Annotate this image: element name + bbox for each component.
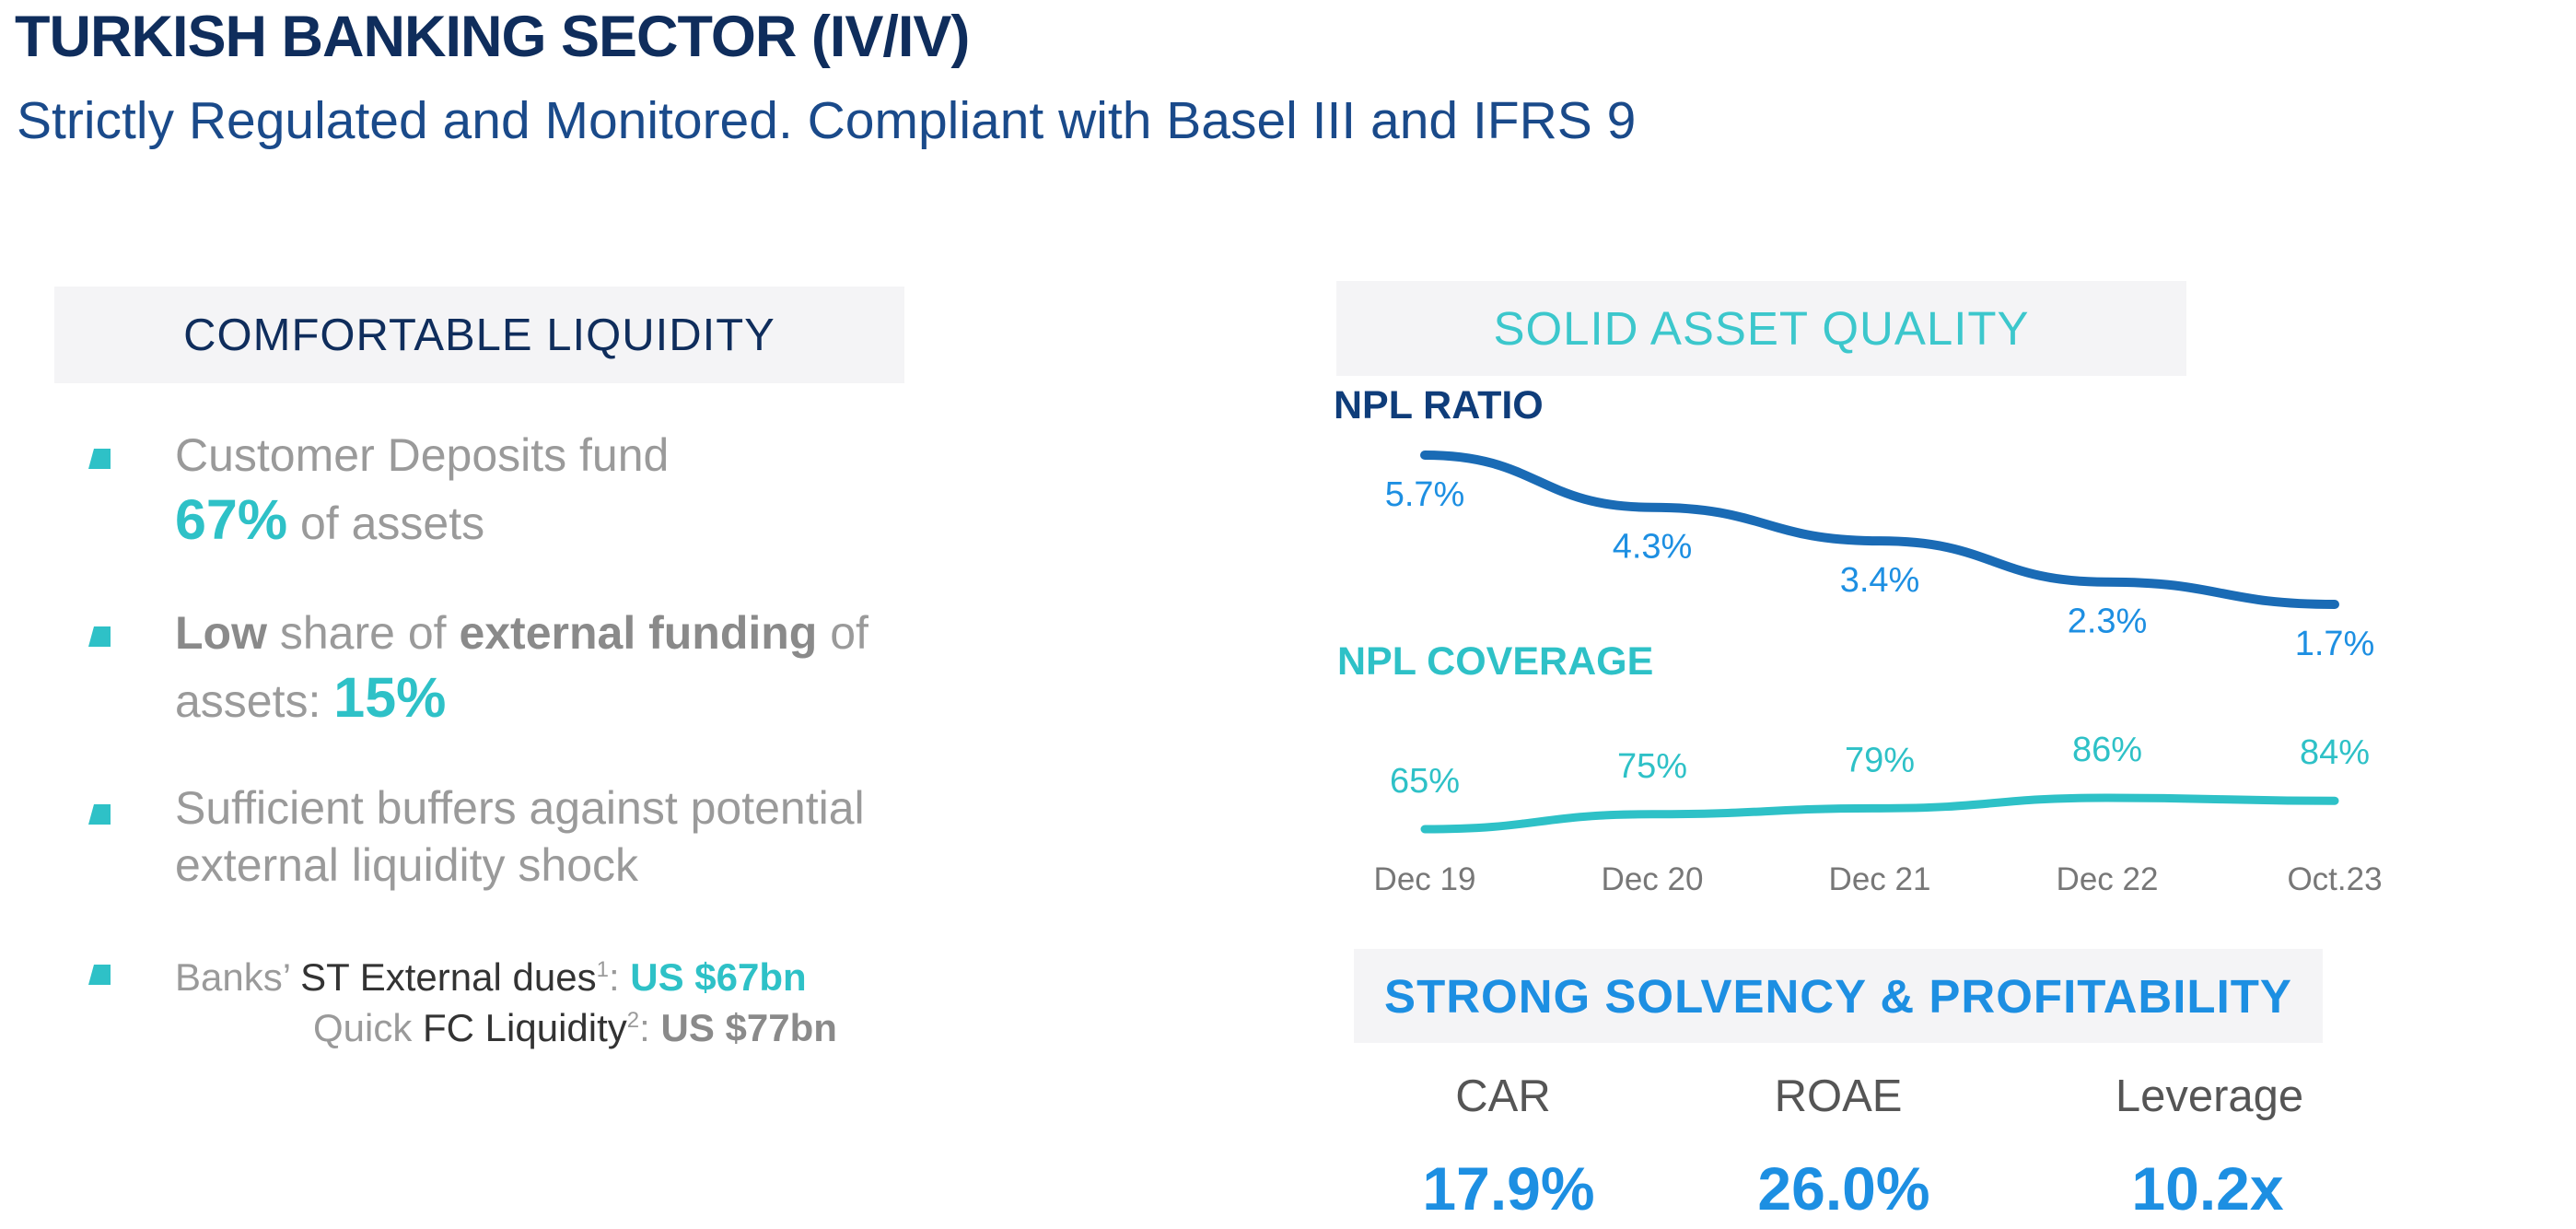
bullet-icon [88,626,111,647]
data-label: 1.7% [2295,625,2375,663]
st-external-dues-value: US $67bn [630,955,807,999]
footnote-1: 1 [596,957,609,982]
npl-coverage-series-label: NPL COVERAGE [1337,639,1654,684]
bullet-icon [88,965,111,985]
bullet-icon [88,804,111,825]
bullet-buffers-line1: Sufficient buffers against potential [175,782,865,834]
liquidity-heading: COMFORTABLE LIQUIDITY [183,310,775,360]
data-label: 5.7% [1385,475,1465,514]
data-label: 3.4% [1840,561,1920,600]
data-label: 86% [2072,731,2142,769]
share-of-text: share of [266,607,460,659]
x-tick-label: Oct.23 [2287,861,2382,897]
series-line-npl-coverage [1420,793,2339,834]
data-label: 84% [2300,733,2370,772]
bullet-buffers-line2: external liquidity shock [175,839,639,891]
deposits-share-value: 67% [175,488,288,551]
x-tick-label: Dec 19 [1374,861,1476,897]
data-label: 75% [1617,747,1687,786]
external-funding-value: 15% [333,666,447,729]
bullet-icon [88,449,111,469]
assets-text: assets: [175,675,334,727]
x-tick-label: Dec 20 [1602,861,1704,897]
data-label: 4.3% [1613,528,1693,567]
solvency-heading: STRONG SOLVENCY & PROFITABILITY [1384,969,2292,1023]
page-title: TURKISH BANKING SECTOR (IV/IV) [15,5,970,69]
fc-liquidity-value: US $77bn [660,1006,837,1049]
footnote-2: 2 [626,1008,640,1033]
external-funding-text: external funding [459,607,818,659]
bullet-deposits: Customer Deposits fund 67% of assets [175,423,669,556]
page-subtitle: Strictly Regulated and Monitored. Compli… [17,91,1637,150]
quick-text: Quick [313,1006,424,1049]
bullet-external-line2: assets: 15% [175,665,868,733]
solvency-heading-box: STRONG SOLVENCY & PROFITABILITY [1354,949,2323,1043]
asset-quality-heading-box: SOLID ASSET QUALITY [1336,281,2186,376]
bullet-external-funding: Low share of external funding of assets:… [175,601,868,733]
asset-quality-heading: SOLID ASSET QUALITY [1493,302,2030,355]
bullet-deposits-line1: Customer Deposits fund [175,429,670,481]
bullet-buffers: Sufficient buffers against potential ext… [175,779,865,894]
data-label: 79% [1845,741,1915,779]
st-external-dues-label: ST External dues [300,955,597,999]
bullet-st-dues: Banks’ ST External dues1: US $67bn [175,944,807,1003]
deposits-share-suffix: of assets [287,497,485,549]
colon-2: : [639,1006,661,1049]
liquidity-heading-box: COMFORTABLE LIQUIDITY [54,287,904,383]
kpi-leverage-value: 10.2x [2131,1154,2284,1223]
series-line-npl-ratio [1420,451,2339,609]
data-label: 2.3% [2068,603,2148,641]
of-text: of [817,607,868,659]
colon-1: : [608,955,631,999]
kpi-car-value: 17.9% [1422,1154,1595,1223]
kpi-roae-value: 26.0% [1757,1154,1930,1223]
fc-liquidity-label: FC Liquidity [423,1006,627,1049]
x-tick-label: Dec 21 [1829,861,1931,897]
data-label: 65% [1390,762,1460,801]
npl-ratio-series-label: NPL RATIO [1334,383,1544,427]
bullet-deposits-line2: 67% of assets [175,487,669,556]
kpi-car-label: CAR [1455,1071,1551,1121]
low-text: Low [175,607,267,659]
x-tick-label: Dec 22 [2057,861,2159,897]
bullet-fc-liquidity: Quick FC Liquidity2: US $77bn [313,995,837,1054]
kpi-leverage-label: Leverage [2115,1071,2304,1121]
banks-text: Banks’ [175,955,301,999]
kpi-roae-label: ROAE [1774,1071,1903,1121]
bullet-external-line1: Low share of external funding of [175,601,868,665]
